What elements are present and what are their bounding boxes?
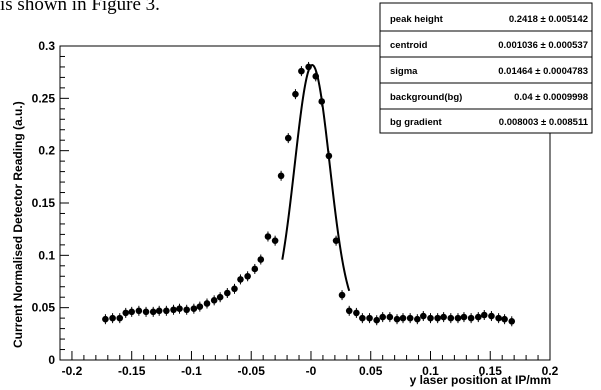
fit-stats-box: peak height 0.2418 ± 0.005142 centroid 0… bbox=[379, 2, 593, 134]
data-point bbox=[359, 314, 366, 322]
data-point bbox=[196, 303, 204, 310]
x-tick-label: -0.15 bbox=[118, 364, 146, 378]
data-point bbox=[379, 313, 386, 321]
figure-caption-text: is shown in Figure 3. bbox=[0, 0, 160, 15]
data-point bbox=[190, 305, 198, 313]
data-point bbox=[142, 308, 150, 316]
x-tick-label: 0.2 bbox=[542, 364, 559, 378]
data-point bbox=[427, 314, 434, 322]
data-point bbox=[163, 307, 170, 315]
data-point bbox=[353, 309, 360, 317]
x-tick-label: -0.1 bbox=[181, 364, 202, 378]
data-point bbox=[102, 315, 109, 323]
data-point bbox=[284, 134, 292, 142]
data-point bbox=[237, 276, 244, 283]
data-point bbox=[231, 285, 238, 293]
data-point bbox=[257, 256, 265, 263]
x-tick-label: 0.15 bbox=[479, 364, 503, 378]
data-point bbox=[366, 314, 373, 322]
data-point bbox=[467, 314, 475, 322]
data-point bbox=[170, 306, 177, 314]
data-point bbox=[149, 308, 157, 316]
data-point bbox=[292, 90, 299, 98]
data-point bbox=[122, 309, 130, 317]
data-point bbox=[414, 315, 421, 323]
data-point bbox=[488, 312, 495, 320]
x-tick-label: -0.05 bbox=[238, 364, 266, 378]
data-point bbox=[474, 313, 482, 321]
stats-param-value: 0.008003 ± 0.008511 bbox=[499, 117, 589, 128]
stats-param-name: centroid bbox=[390, 40, 428, 51]
data-point bbox=[393, 315, 401, 323]
x-tick-label: 0.05 bbox=[359, 364, 383, 378]
y-tick-label: 0 bbox=[48, 353, 55, 367]
gaussian-fit-curve bbox=[281, 64, 351, 292]
data-point bbox=[109, 314, 116, 322]
data-point bbox=[501, 315, 508, 323]
axis-tick-labels: -0.2 -0.15 -0.1 -0.05 -0 0.05 0.1 0.15 0.2 0 0.05 0… bbox=[32, 39, 559, 378]
data-point bbox=[224, 289, 231, 297]
stats-param-name: sigma bbox=[390, 66, 418, 77]
stats-param-value: 0.01464 ± 0.0004783 bbox=[498, 66, 588, 77]
data-point bbox=[440, 313, 447, 321]
data-point bbox=[447, 314, 455, 322]
x-tick-label: -0.2 bbox=[62, 364, 83, 378]
stats-param-value: 0.04 ± 0.0009998 bbox=[514, 92, 588, 103]
y-tick-label: 0.25 bbox=[32, 91, 56, 105]
data-point bbox=[332, 237, 340, 244]
stats-box-frame bbox=[379, 2, 593, 134]
data-point bbox=[434, 314, 441, 322]
data-point bbox=[135, 307, 143, 315]
data-point bbox=[216, 293, 224, 301]
data-point bbox=[210, 297, 218, 304]
x-axis-label: y laser position at IP/mm bbox=[410, 373, 551, 387]
data-point bbox=[454, 314, 462, 322]
data-point bbox=[399, 314, 407, 322]
y-axis-label: Current Normalised Detector Reading (a.u… bbox=[11, 101, 25, 348]
y-tick-label: 0.1 bbox=[38, 248, 55, 262]
data-point bbox=[251, 265, 259, 273]
data-point bbox=[508, 317, 516, 325]
data-point bbox=[264, 233, 272, 240]
stats-param-value: 0.001036 ± 0.000537 bbox=[498, 40, 588, 51]
y-tick-label: 0.05 bbox=[32, 301, 56, 315]
data-point bbox=[460, 313, 468, 321]
data-point bbox=[203, 300, 211, 307]
data-point bbox=[420, 312, 427, 320]
data-points bbox=[102, 61, 516, 327]
x-tick-label: -0 bbox=[306, 364, 317, 378]
data-point bbox=[406, 314, 414, 322]
data-point bbox=[298, 67, 305, 75]
axis-ticks bbox=[60, 45, 551, 361]
y-tick-label: 0.15 bbox=[32, 196, 56, 210]
stats-param-name: background(bg) bbox=[390, 92, 462, 103]
data-point bbox=[128, 308, 136, 316]
y-tick-label: 0.3 bbox=[38, 39, 55, 53]
data-point bbox=[176, 305, 183, 313]
data-point bbox=[155, 307, 163, 315]
data-point bbox=[277, 172, 285, 180]
y-tick-label: 0.2 bbox=[38, 144, 55, 158]
data-point bbox=[183, 306, 190, 314]
data-point bbox=[271, 237, 279, 244]
data-point bbox=[338, 291, 346, 299]
data-point bbox=[345, 307, 353, 315]
data-point bbox=[495, 314, 502, 322]
data-point bbox=[480, 311, 488, 319]
data-point bbox=[244, 272, 251, 280]
stats-param-name: bg gradient bbox=[390, 117, 443, 128]
stats-param-name: peak height bbox=[390, 14, 444, 25]
x-tick-label: 0.1 bbox=[422, 364, 439, 378]
stats-param-value: 0.2418 ± 0.005142 bbox=[509, 14, 588, 25]
data-point bbox=[116, 314, 124, 322]
data-point bbox=[386, 313, 394, 321]
data-point bbox=[373, 316, 381, 324]
